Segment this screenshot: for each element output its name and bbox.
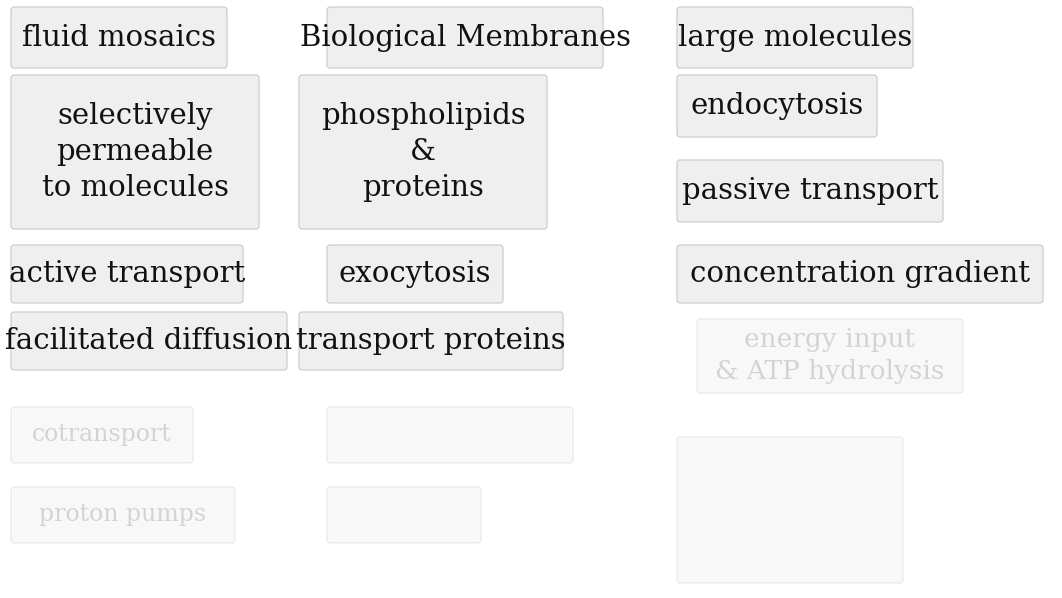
Text: facilitated diffusion: facilitated diffusion <box>5 327 292 355</box>
FancyBboxPatch shape <box>11 312 287 370</box>
FancyBboxPatch shape <box>11 245 243 303</box>
FancyBboxPatch shape <box>676 245 1043 303</box>
FancyBboxPatch shape <box>676 75 877 137</box>
Text: large molecules: large molecules <box>678 23 912 51</box>
Text: selectively
permeable
to molecules: selectively permeable to molecules <box>41 102 228 202</box>
Text: concentration gradient: concentration gradient <box>690 260 1030 288</box>
FancyBboxPatch shape <box>11 75 259 229</box>
Text: Biological Membranes: Biological Membranes <box>299 23 631 51</box>
Text: exocytosis: exocytosis <box>339 260 492 288</box>
FancyBboxPatch shape <box>299 312 563 370</box>
FancyBboxPatch shape <box>327 487 481 543</box>
FancyBboxPatch shape <box>697 319 963 393</box>
FancyBboxPatch shape <box>676 160 943 222</box>
Text: cotransport: cotransport <box>32 423 172 447</box>
Text: passive transport: passive transport <box>682 177 938 205</box>
FancyBboxPatch shape <box>327 245 503 303</box>
Text: transport proteins: transport proteins <box>296 327 566 355</box>
Text: proton pumps: proton pumps <box>39 504 207 526</box>
Text: active transport: active transport <box>8 260 245 288</box>
FancyBboxPatch shape <box>11 7 227 68</box>
FancyBboxPatch shape <box>676 437 903 583</box>
FancyBboxPatch shape <box>676 7 913 68</box>
FancyBboxPatch shape <box>327 7 603 68</box>
Text: phospholipids
&
proteins: phospholipids & proteins <box>321 102 526 202</box>
FancyBboxPatch shape <box>299 75 547 229</box>
FancyBboxPatch shape <box>11 407 193 463</box>
Text: endocytosis: endocytosis <box>690 92 863 120</box>
Text: energy input
& ATP hydrolysis: energy input & ATP hydrolysis <box>716 328 945 385</box>
FancyBboxPatch shape <box>327 407 573 463</box>
Text: fluid mosaics: fluid mosaics <box>22 23 216 51</box>
FancyBboxPatch shape <box>11 487 235 543</box>
